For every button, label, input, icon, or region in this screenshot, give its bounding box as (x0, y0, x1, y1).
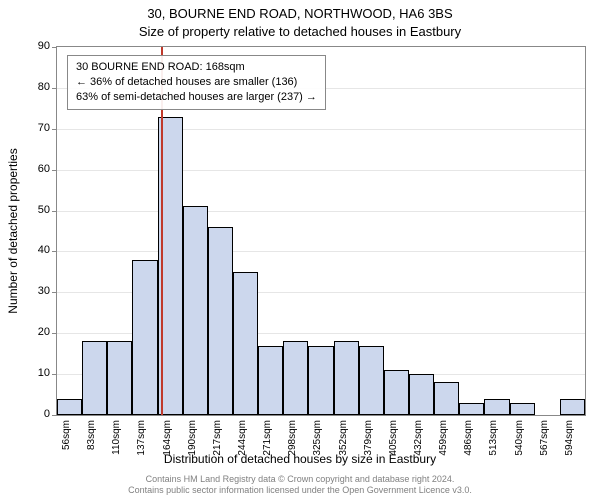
ytick-label: 0 (22, 408, 50, 420)
histogram-bar (283, 341, 308, 415)
chart-title-line2: Size of property relative to detached ho… (0, 24, 600, 39)
footer-attribution: Contains HM Land Registry data © Crown c… (0, 474, 600, 496)
plot-area-wrapper: 30 BOURNE END ROAD: 168sqm← 36% of detac… (56, 46, 586, 416)
histogram-bar (208, 227, 233, 415)
gridline (57, 211, 585, 212)
gridline (57, 170, 585, 171)
xtick-label: 217sqm (212, 420, 223, 470)
xtick-label: 56sqm (61, 420, 72, 470)
xtick-label: 540sqm (514, 420, 525, 470)
histogram-bar (132, 260, 157, 415)
ytick-mark (52, 129, 57, 130)
histogram-bar (183, 206, 208, 415)
gridline (57, 129, 585, 130)
xtick-label: 325sqm (312, 420, 323, 470)
xtick-label: 164sqm (162, 420, 173, 470)
histogram-bar (258, 346, 283, 416)
ytick-mark (52, 251, 57, 252)
ytick-mark (52, 333, 57, 334)
xtick-label: 486sqm (463, 420, 474, 470)
plot-area: 30 BOURNE END ROAD: 168sqm← 36% of detac… (56, 46, 586, 416)
histogram-bar (434, 382, 459, 415)
ytick-mark (52, 374, 57, 375)
xtick-label: 405sqm (388, 420, 399, 470)
chart-title-line1: 30, BOURNE END ROAD, NORTHWOOD, HA6 3BS (0, 6, 600, 21)
callout-line2: ← 36% of detached houses are smaller (13… (76, 75, 317, 90)
histogram-bar (409, 374, 434, 415)
histogram-bar (359, 346, 384, 416)
xtick-label: 432sqm (413, 420, 424, 470)
histogram-bar (459, 403, 484, 415)
ytick-label: 50 (22, 204, 50, 216)
histogram-bar (510, 403, 535, 415)
ytick-label: 80 (22, 81, 50, 93)
y-axis-label: Number of detached properties (6, 46, 26, 416)
ytick-mark (52, 211, 57, 212)
ytick-label: 30 (22, 285, 50, 297)
histogram-bar (233, 272, 258, 415)
ytick-label: 60 (22, 163, 50, 175)
xtick-label: 244sqm (237, 420, 248, 470)
ytick-label: 10 (22, 367, 50, 379)
histogram-bar (334, 341, 359, 415)
ytick-mark (52, 88, 57, 89)
ytick-mark (52, 292, 57, 293)
xtick-label: 271sqm (262, 420, 273, 470)
gridline (57, 251, 585, 252)
histogram-bar (82, 341, 107, 415)
xtick-label: 513sqm (488, 420, 499, 470)
xtick-label: 567sqm (539, 420, 550, 470)
callout-box: 30 BOURNE END ROAD: 168sqm← 36% of detac… (67, 55, 326, 110)
histogram-bar (57, 399, 82, 415)
ytick-label: 40 (22, 244, 50, 256)
footer-line2: Contains public sector information licen… (128, 485, 472, 495)
xtick-label: 110sqm (111, 420, 122, 470)
xtick-label: 594sqm (564, 420, 575, 470)
xtick-label: 83sqm (86, 420, 97, 470)
ytick-label: 90 (22, 40, 50, 52)
xtick-label: 298sqm (287, 420, 298, 470)
xtick-label: 352sqm (338, 420, 349, 470)
histogram-bar (484, 399, 509, 415)
ytick-mark (52, 170, 57, 171)
histogram-bar (308, 346, 333, 416)
xtick-label: 190sqm (187, 420, 198, 470)
footer-line1: Contains HM Land Registry data © Crown c… (146, 474, 455, 484)
ytick-mark (52, 47, 57, 48)
ytick-mark (52, 415, 57, 416)
callout-line1: 30 BOURNE END ROAD: 168sqm (76, 60, 317, 75)
ytick-label: 20 (22, 326, 50, 338)
xtick-label: 459sqm (438, 420, 449, 470)
xtick-label: 379sqm (363, 420, 374, 470)
histogram-bar (107, 341, 132, 415)
histogram-bar (560, 399, 585, 415)
ytick-label: 70 (22, 122, 50, 134)
histogram-bar (384, 370, 409, 415)
callout-line3: 63% of semi-detached houses are larger (… (76, 90, 317, 105)
xtick-label: 137sqm (136, 420, 147, 470)
